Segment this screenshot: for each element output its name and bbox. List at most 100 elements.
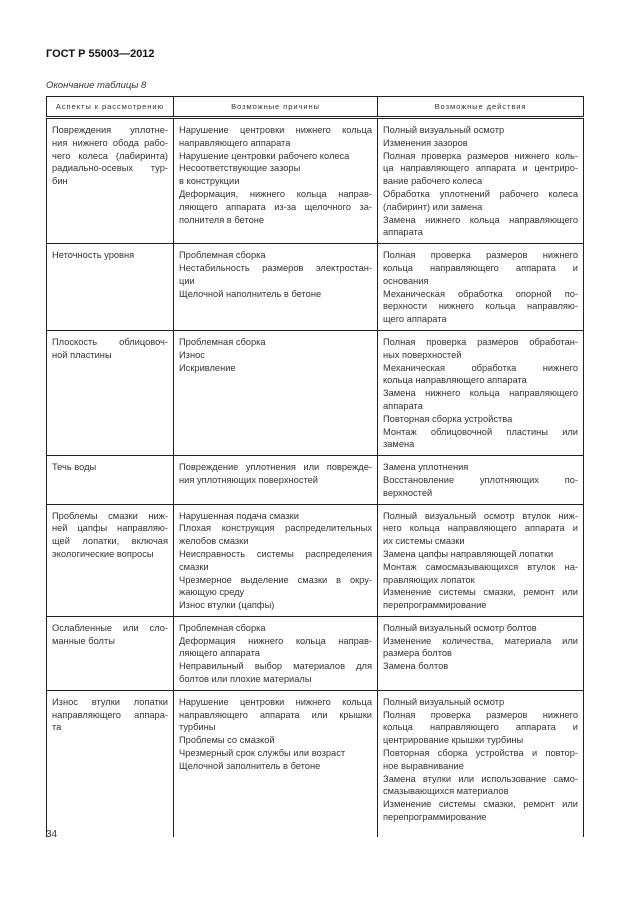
cell-text-line: Проблемная сборка <box>179 250 266 261</box>
cell-text-line: Полный визуальный осмотр болтов <box>383 622 537 633</box>
cell-text-line: Нарушение центровки рабочего колеса <box>179 150 350 161</box>
cell-text-line: Изменение количества, материала или <box>383 635 578 646</box>
column-header-aspects: Аспекты к рассмотрению <box>46 96 174 119</box>
table-row: Неточность уровня Проблемная сборка Нестаб… <box>46 243 584 331</box>
cell-text-line: Полный визуальный осмотр <box>383 696 505 707</box>
cell-text-line: ней цапфы направляю- <box>52 523 168 534</box>
cell-text-line: желобов смазки <box>179 536 249 547</box>
cell-text-line: ляющего аппарата <box>179 648 260 659</box>
table-row: Ослабленные или сло-манные болты Проблемн… <box>46 615 584 691</box>
cell-text-line: Нарушенная подача смазки <box>179 510 299 521</box>
cell-text-line: Замена втулки или использование само- <box>383 773 578 784</box>
table-row: Повреждения уплотне-ния нижнего обода ра… <box>46 116 584 244</box>
cell-text-line: ния нижнего обода рабо- <box>52 137 168 148</box>
cell-text-line: Плоскость облицовоч- <box>52 336 168 347</box>
cell-text-line: Повреждение уплотнения или поврежде- <box>179 462 372 473</box>
document-id: ГОСТ Р 55003—2012 <box>46 48 155 60</box>
cell-text-line: Полный визуальный осмотр втулок ниж- <box>383 510 578 521</box>
aspect-cell: Ослабленные или сло-манные болты <box>46 615 174 691</box>
cell-text-line: направляющего аппарата <box>179 137 291 148</box>
actions-cell: Полный визуальный осмотр втулок ниж-него… <box>377 503 584 617</box>
aspect-cell: Течь воды <box>46 455 174 505</box>
cell-text-line: Проблемы смазки ниж- <box>52 510 168 521</box>
actions-cell: Замена уплотнения Восстановление уплотняю… <box>377 455 584 505</box>
cell-text-line: ции <box>179 275 195 286</box>
actions-cell: Полная проверка размеров обработан-ных п… <box>377 329 584 456</box>
cell-text-line: правляющих лопаток <box>383 574 475 585</box>
cell-text-line: Чрезмерный срок службы или возраст <box>179 748 346 759</box>
table-header-row: Аспекты к рассмотрению Возможные причины… <box>46 96 584 119</box>
cell-text-line: чего колеса (лабиринта) <box>52 150 168 161</box>
causes-cell: Проблемная сборка Деформация нижнего коль… <box>173 615 378 691</box>
causes-cell: Повреждение уплотнения или поврежде-ния … <box>173 455 378 505</box>
cell-text-line: Щелочной наполнитель в бетоне <box>179 288 322 299</box>
cell-text-line: щего аппарата <box>383 314 447 325</box>
cell-text-line: кольца направляющего аппарата и <box>383 722 578 733</box>
cell-text-line: Неточность уровня <box>52 250 135 261</box>
cell-text-line: Замена цапфы направляющей лопатки <box>383 548 554 559</box>
causes-cell: Нарушение центровки нижнего кольца направ… <box>173 116 378 244</box>
cell-text-line: Нестабильность размеров электростан- <box>179 262 372 273</box>
cell-text-line: Обработка уплотнений рабочего колеса <box>383 188 578 199</box>
cell-text-line: Искривление <box>179 362 236 373</box>
cell-text-line: та <box>52 722 62 733</box>
cell-text-line: щей лопатки, включая <box>52 536 168 547</box>
causes-cell: Проблемная сборка Нестабильность размеров… <box>173 243 378 331</box>
cell-text-line: Полная проверка размеров нижнего <box>383 709 578 720</box>
cell-text-line: Полный визуальный осмотр <box>383 125 505 135</box>
cell-text-line: радиально-осевых тур- <box>52 163 168 174</box>
cell-text-line: Полная проверка размеров нижнего коль- <box>383 150 578 161</box>
cell-text-line: кольца направляющего аппарата и <box>383 262 578 273</box>
cell-text-line: их системы смазки <box>383 536 465 547</box>
cell-text-line: Нарушение центровки нижнего кольца <box>179 696 372 707</box>
cell-text-line: Полная проверка размеров обработан- <box>383 336 578 347</box>
table-row: Износ втулки лопатки направляющего аппара… <box>46 689 584 837</box>
cell-text-line: верхностей <box>383 487 433 498</box>
causes-cell: Нарушенная подача смазки Плохая конструкц… <box>173 503 378 617</box>
cell-text-line: полнителя в бетоне <box>179 214 265 225</box>
cell-text-line: Деформация нижнего кольца направ- <box>179 635 372 646</box>
cell-text-line: ное выравнивание <box>383 760 464 771</box>
causes-cell: Нарушение центровки нижнего кольца направ… <box>173 689 378 837</box>
cell-text-line: перепрограммирование <box>383 600 487 611</box>
aspect-cell: Повреждения уплотне-ния нижнего обода ра… <box>46 116 174 244</box>
cell-text-line: болтов или плохие материалы <box>179 674 312 685</box>
cell-text-line: Ослабленные или сло- <box>52 622 168 633</box>
cell-text-line: в конструкции <box>179 176 240 187</box>
cell-text-line: Замена болтов <box>383 661 449 672</box>
cell-text-line: Проблемная сборка <box>179 336 266 347</box>
cell-text-line: Изменение системы смазки, ремонт или <box>383 799 578 810</box>
page-number: 34 <box>46 829 58 840</box>
cell-text-line: ния уплотняющих поверхностей <box>179 474 318 485</box>
cell-text-line: кольца направляющего аппарата <box>383 375 527 386</box>
cell-text-line: Повторная сборка устройства <box>383 413 513 424</box>
cell-text-line: ной пластины <box>52 349 112 360</box>
cell-text-line: Изменение системы смазки, ремонт или <box>383 587 578 598</box>
actions-cell: Полная проверка размеров нижнего кольца н… <box>377 243 584 331</box>
cell-text-line: перепрограммирование <box>383 812 487 823</box>
cell-text-line: смазывающихся материалов <box>383 786 509 797</box>
cell-text-line: Чрезмерное выделение смазки в окру- <box>179 574 372 585</box>
cell-text-line: Проблемная сборка <box>179 622 266 633</box>
cell-text-line: размера болтов <box>383 648 452 659</box>
cell-text-line: Несоответствующие зазоры <box>179 163 301 174</box>
causes-cell: Проблемная сборка Износ Искривление <box>173 329 378 456</box>
cell-text-line: бин <box>52 176 68 187</box>
cell-text-line: Плохая конструкция распределительных <box>179 523 372 534</box>
cell-text-line: основания <box>383 275 429 286</box>
cell-text-line: Неправильный выбор материалов для <box>179 661 372 672</box>
cell-text-line: Механическая обработка нижнего <box>383 362 578 373</box>
cell-text-line: жающую среду <box>179 587 245 598</box>
cell-text-line: ляющего аппарата из-за щелочного за- <box>179 201 372 212</box>
causes-actions-table: Аспекты к рассмотрению Возможные причины… <box>46 96 584 837</box>
cell-text-line: направляющего аппарата или крышки <box>179 709 372 720</box>
cell-text-line: Износ <box>179 349 205 360</box>
cell-text-line: смазки <box>179 561 209 572</box>
table-row: Течь воды Повреждение уплотнения или повр… <box>46 455 584 505</box>
cell-text-line: Замена уплотнения <box>383 462 469 473</box>
cell-text-line: Полная проверка размеров нижнего <box>383 250 578 261</box>
cell-text-line: Монтаж самосмазывающихся втулок на- <box>383 561 578 572</box>
cell-text-line: (лабиринт) или замена <box>383 201 483 212</box>
cell-text-line: экологические вопросы <box>52 548 154 559</box>
cell-text-line: Щелочной заполнитель в бетоне <box>179 760 321 771</box>
